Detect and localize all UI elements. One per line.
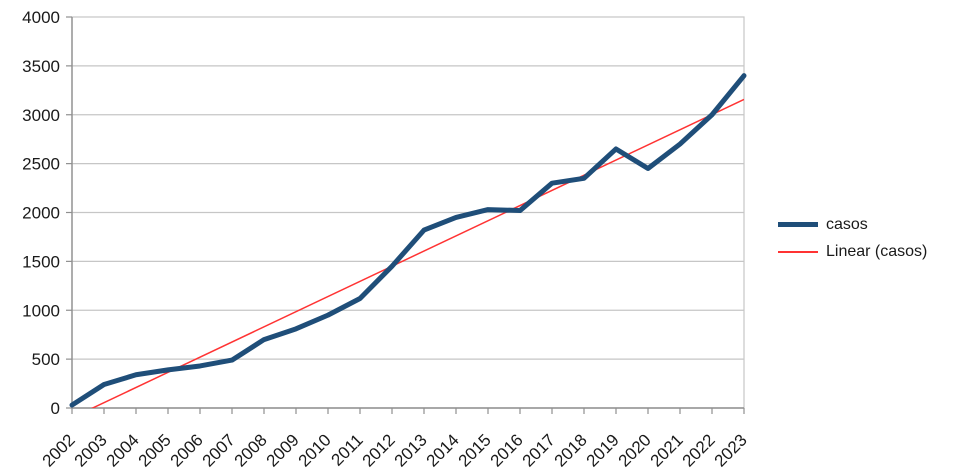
y-axis-label: 2500 (22, 155, 60, 174)
x-axis-label: 2006 (167, 430, 207, 470)
legend-label-trendline: Linear (casos) (826, 242, 928, 260)
casos-series-line (69, 73, 747, 408)
x-axis-label: 2007 (199, 430, 239, 470)
x-axis-label: 2002 (39, 430, 79, 470)
x-axis-label: 2022 (679, 430, 719, 470)
x-axis-label: 2012 (359, 430, 399, 470)
y-axis-label: 500 (32, 350, 60, 369)
y-axis-label: 1000 (22, 301, 60, 320)
y-axis-label: 4000 (22, 8, 60, 27)
x-axis-label: 2015 (455, 430, 495, 470)
casos-line-swatch (778, 222, 818, 227)
x-axis-label: 2008 (231, 430, 271, 470)
legend-item-casos: casos (778, 211, 927, 238)
legend: casos Linear (casos) (778, 211, 927, 265)
x-axis-label: 2010 (295, 430, 335, 470)
x-axis-label: 2005 (135, 430, 175, 470)
x-axis-label: 2014 (423, 430, 463, 470)
x-axis-label: 2004 (103, 430, 143, 470)
trendline-swatch (778, 250, 818, 253)
legend-label-casos: casos (826, 215, 868, 233)
x-axis-label: 2018 (551, 430, 591, 470)
x-axis-label: 2021 (647, 430, 687, 470)
trendline (90, 98, 744, 408)
x-axis-label: 2019 (583, 430, 623, 470)
y-axis-label: 1500 (22, 252, 60, 271)
y-axis-label: 3500 (22, 57, 60, 76)
y-axis-label: 3000 (22, 106, 60, 125)
y-axis-label: 0 (51, 399, 60, 418)
legend-item-trendline: Linear (casos) (778, 238, 927, 265)
x-axis-label: 2016 (487, 430, 527, 470)
x-axis-label: 2023 (711, 430, 751, 470)
x-axis-label: 2011 (328, 430, 367, 469)
x-axis-label: 2020 (615, 430, 655, 470)
x-axis-label: 2017 (519, 430, 559, 470)
x-axis-label: 2009 (263, 430, 303, 470)
x-axis-label: 2003 (71, 430, 111, 470)
y-axis-label: 2000 (22, 204, 60, 223)
x-axis-label: 2013 (391, 430, 431, 470)
